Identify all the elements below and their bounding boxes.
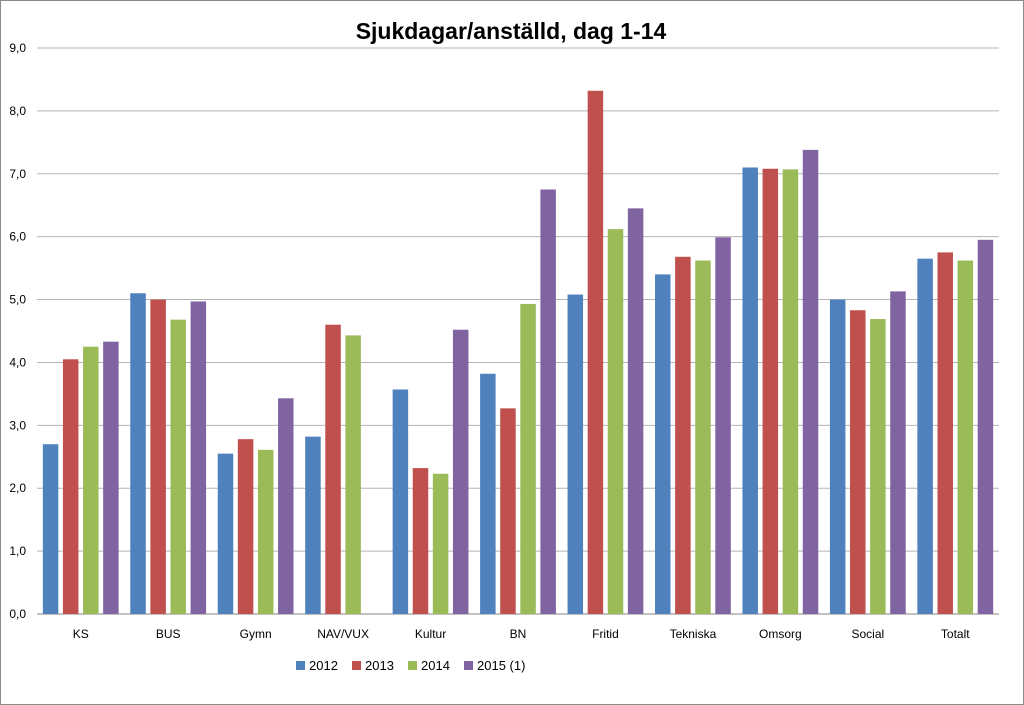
bar-2012-omsorg (742, 167, 758, 614)
bar-20151-bn (540, 189, 556, 614)
x-tick-label: Social (851, 627, 884, 641)
y-tick-label: 0,0 (9, 607, 26, 621)
bar-2012-kultur (392, 389, 409, 614)
bar-20151-kultur (452, 329, 469, 614)
bar-2012-bus (130, 293, 146, 614)
bar-2012-gymn (217, 453, 234, 614)
bar-2013-tekniska (675, 256, 691, 614)
x-tick-label: Fritid (592, 627, 619, 641)
bar-20151-fritid (627, 208, 644, 614)
legend-label: 2015 (1) (477, 658, 525, 673)
bar-2014-gymn (257, 449, 274, 614)
bar-2014-totalt (957, 260, 974, 614)
bar-2014-nav-vux (345, 335, 361, 614)
bar-2013-nav-vux (325, 324, 341, 614)
x-tick-label: Totalt (941, 627, 970, 641)
legend-label: 2012 (309, 658, 338, 673)
bar-2013-bn (500, 408, 516, 614)
x-tick-label: BN (510, 627, 527, 641)
bar-2014-bn (520, 303, 536, 614)
bar-2013-totalt (937, 252, 953, 614)
y-tick-label: 4,0 (9, 355, 26, 369)
bar-2012-bn (480, 373, 496, 614)
bar-20151-bus (190, 301, 207, 614)
bar-2013-bus (150, 299, 166, 614)
bar-2013-ks (62, 359, 79, 614)
bar-2012-totalt (917, 258, 933, 614)
y-tick-label: 2,0 (9, 481, 26, 495)
y-tick-label: 5,0 (9, 293, 26, 307)
y-tick-label: 1,0 (9, 544, 26, 558)
legend: 2012 2013 2014 2015 (1) (296, 658, 525, 673)
legend-swatch (296, 661, 305, 670)
x-tick-label: Tekniska (670, 627, 717, 641)
x-tick-label: KS (73, 627, 89, 641)
y-tick-label: 3,0 (9, 418, 26, 432)
bar-2013-gymn (237, 439, 254, 614)
x-tick-label: Kultur (415, 627, 446, 641)
bar-2013-kultur (412, 468, 429, 614)
bar-20151-omsorg (802, 149, 819, 614)
bar-2014-tekniska (695, 260, 711, 614)
chart-title: Sjukdagar/anställd, dag 1-14 (356, 18, 667, 44)
bar-2013-social (850, 310, 866, 614)
bar-2014-bus (170, 319, 186, 614)
bar-2012-fritid (567, 294, 584, 614)
legend-label: 2013 (365, 658, 394, 673)
bar-2014-fritid (607, 229, 624, 614)
bar-2013-omsorg (762, 168, 779, 614)
bar-2012-ks (42, 444, 59, 614)
y-tick-label: 8,0 (9, 104, 26, 118)
y-tick-label: 9,0 (9, 41, 26, 55)
y-tick-label: 6,0 (9, 230, 26, 244)
bar-20151-social (890, 291, 906, 614)
legend-swatch (464, 661, 473, 670)
x-tick-label: Omsorg (759, 627, 802, 641)
bars (42, 90, 994, 615)
bar-2014-kultur (432, 473, 449, 614)
y-tick-label: 7,0 (9, 167, 26, 181)
bar-2012-tekniska (655, 274, 671, 614)
bar-2012-social (829, 299, 846, 614)
legend-swatch (352, 661, 361, 670)
bar-20151-totalt (977, 239, 994, 615)
bar-20151-ks (103, 341, 119, 614)
x-axis: KS BUS Gymn NAV/VUX Kultur BN Fritid Tekniska Om… (73, 627, 971, 641)
bar-2014-ks (83, 346, 99, 614)
bar-2013-fritid (587, 90, 604, 614)
bar-2014-omsorg (782, 169, 799, 614)
legend-label: 2014 (421, 658, 450, 673)
x-tick-label: BUS (156, 627, 181, 641)
y-axis: 0,0 1,0 2,0 3,0 4,0 5,0 6,0 7,0 8,0 9,0 (9, 41, 26, 621)
bar-2014-social (870, 319, 886, 614)
legend-swatch (408, 661, 417, 670)
x-tick-label: NAV/VUX (317, 627, 369, 641)
bar-20151-tekniska (715, 237, 731, 614)
bar-2012-nav-vux (305, 436, 321, 614)
x-tick-label: Gymn (240, 627, 272, 641)
bar-20151-gymn (278, 398, 294, 614)
